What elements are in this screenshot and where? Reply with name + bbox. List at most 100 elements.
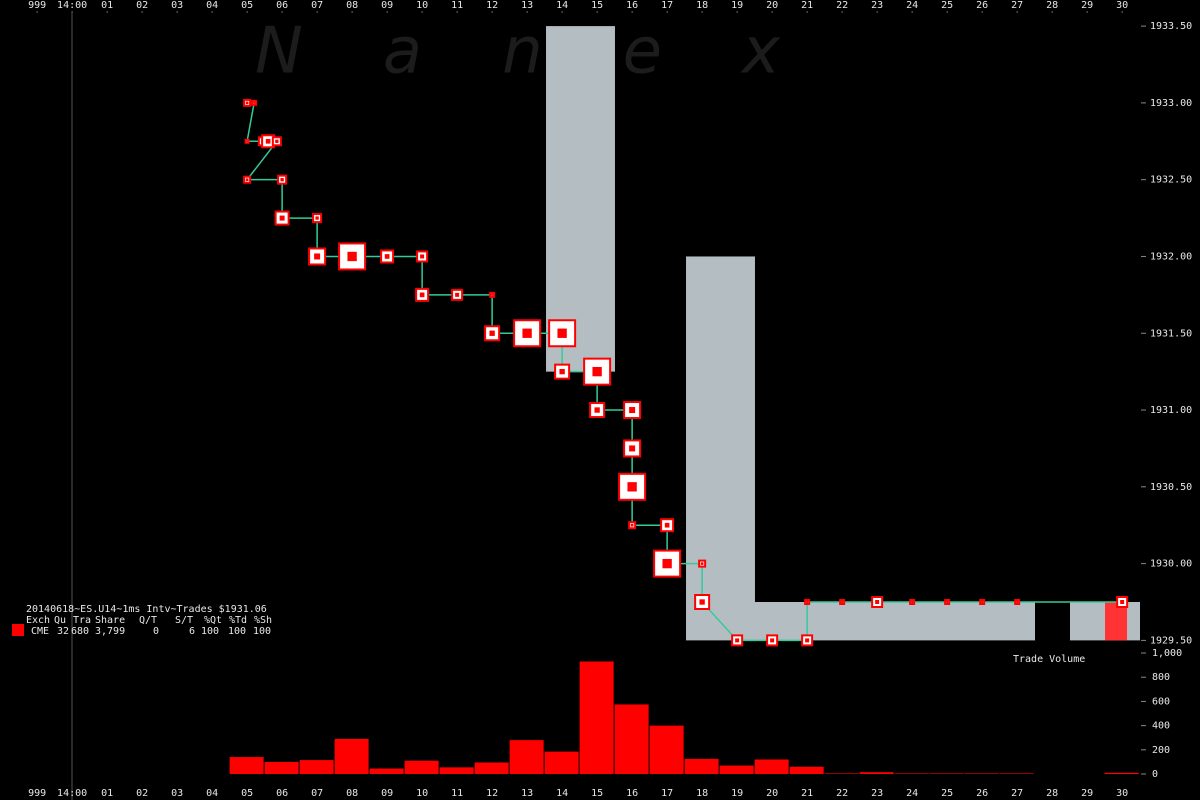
- trade-marker: [583, 357, 612, 386]
- x-tick-label: 04: [206, 788, 218, 799]
- trade-marker: [451, 288, 464, 301]
- y-tick-label: 1933.00: [1150, 98, 1192, 109]
- x-tick-label: 03: [171, 0, 183, 11]
- x-tick-label: 07: [311, 0, 323, 11]
- y-tick-label: 1932.00: [1150, 251, 1192, 262]
- marker-part: [245, 101, 249, 105]
- volume-bar: [229, 757, 264, 775]
- x-tick-label: 21: [801, 788, 813, 799]
- table-header: %Td: [229, 615, 247, 626]
- chart-title: 20140618~ES.U14~1ms Intv~Trades $1931.06: [26, 604, 267, 615]
- x-tick-label: 23: [871, 788, 883, 799]
- marker-part: [279, 215, 285, 221]
- x-tick-label: 20: [766, 0, 778, 11]
- x-tick-label: 03: [171, 788, 183, 799]
- x-tick-label: 14: [556, 788, 568, 799]
- table-cell: 0: [153, 626, 159, 637]
- x-tick-label: 29: [1081, 0, 1093, 11]
- x-tick-label: 07: [311, 788, 323, 799]
- trade-marker: [251, 99, 258, 106]
- trade-marker: [618, 472, 647, 501]
- x-tick-label: 02: [136, 788, 148, 799]
- y-tick-label: 1,000: [1152, 648, 1182, 659]
- x-tick-label: 15: [591, 0, 603, 11]
- x-tick-label: 19: [731, 0, 743, 11]
- y-tick-label: 200: [1152, 745, 1170, 756]
- trade-line: [245, 102, 1123, 642]
- y-tick-label: 0: [1152, 769, 1158, 780]
- trade-marker: [380, 249, 395, 264]
- volume-bar: [404, 760, 439, 775]
- y-tick-label: 1930.50: [1150, 482, 1192, 493]
- marker-part: [630, 523, 634, 527]
- table-header: Share: [95, 615, 125, 626]
- x-tick-label: 04: [206, 0, 218, 11]
- spread-range: [1104, 602, 1128, 641]
- marker-part: [265, 138, 271, 144]
- trade-marker: [871, 596, 884, 608]
- x-tick-label: 06: [276, 788, 288, 799]
- volume-bar: [894, 773, 929, 775]
- trade-marker: [623, 439, 642, 458]
- trade-marker: [513, 319, 542, 348]
- x-tick-label: 29: [1081, 788, 1093, 799]
- trade-marker: [979, 599, 986, 605]
- x-tick-label: 19: [731, 788, 743, 799]
- table-header: S/T: [175, 615, 193, 626]
- marker-part: [489, 330, 495, 336]
- trade-marker: [554, 363, 571, 380]
- table-header: Tra: [73, 615, 91, 626]
- marker-part: [347, 251, 357, 262]
- trade-marker: [623, 401, 642, 420]
- trade-marker: [839, 599, 846, 605]
- table-header: Q/T: [139, 615, 157, 626]
- x-tick-label: 30: [1116, 0, 1128, 11]
- trade-marker: [1014, 599, 1021, 605]
- y-tick-label: 400: [1152, 721, 1170, 732]
- x-tick-label: 28: [1046, 0, 1058, 11]
- volume-bar: [579, 661, 614, 775]
- table-cell: 100: [228, 626, 246, 637]
- trade-marker: [698, 559, 707, 568]
- table-cell: 100: [201, 626, 219, 637]
- trade-marker: [944, 599, 951, 605]
- volume-bar: [859, 772, 894, 775]
- x-tick-label: 15: [591, 788, 603, 799]
- marker-part: [841, 601, 844, 603]
- x-tick-label: 11: [451, 0, 463, 11]
- y-tick-label: 1931.50: [1150, 328, 1192, 339]
- table-cell: 680: [71, 626, 89, 637]
- marker-part: [455, 292, 460, 297]
- marker-part: [420, 254, 425, 259]
- table-header: %Qt: [204, 615, 222, 626]
- volume-bar: [684, 758, 719, 775]
- volume-bar: [719, 765, 754, 775]
- marker-part: [557, 328, 567, 338]
- panel-title: Trade Volume: [1013, 654, 1085, 665]
- marker-part: [770, 638, 775, 643]
- trade-marker: [274, 210, 290, 226]
- table-cell: 3,799: [95, 626, 125, 637]
- marker-part: [629, 445, 636, 452]
- trade-marker: [909, 599, 916, 605]
- trade-marker: [801, 634, 814, 647]
- trade-marker: [694, 594, 711, 610]
- x-tick-label: 09: [381, 788, 393, 799]
- table-header: Qu: [54, 615, 66, 626]
- x-tick-label: 20: [766, 788, 778, 799]
- x-tick-label: 16: [626, 0, 638, 11]
- x-tick-label: 26: [976, 0, 988, 11]
- table-header: %Sh: [254, 615, 272, 626]
- marker-part: [280, 178, 284, 182]
- x-tick-label: 25: [941, 0, 953, 11]
- x-tick-label: 24: [906, 788, 918, 799]
- marker-part: [946, 601, 949, 603]
- volume-bar: [929, 773, 964, 775]
- marker-part: [805, 638, 810, 643]
- volume-bar: [474, 762, 509, 775]
- x-tick-label: 28: [1046, 788, 1058, 799]
- marker-part: [1120, 600, 1125, 604]
- x-tick-label: 21: [801, 0, 813, 11]
- x-tick-label: 18: [696, 788, 708, 799]
